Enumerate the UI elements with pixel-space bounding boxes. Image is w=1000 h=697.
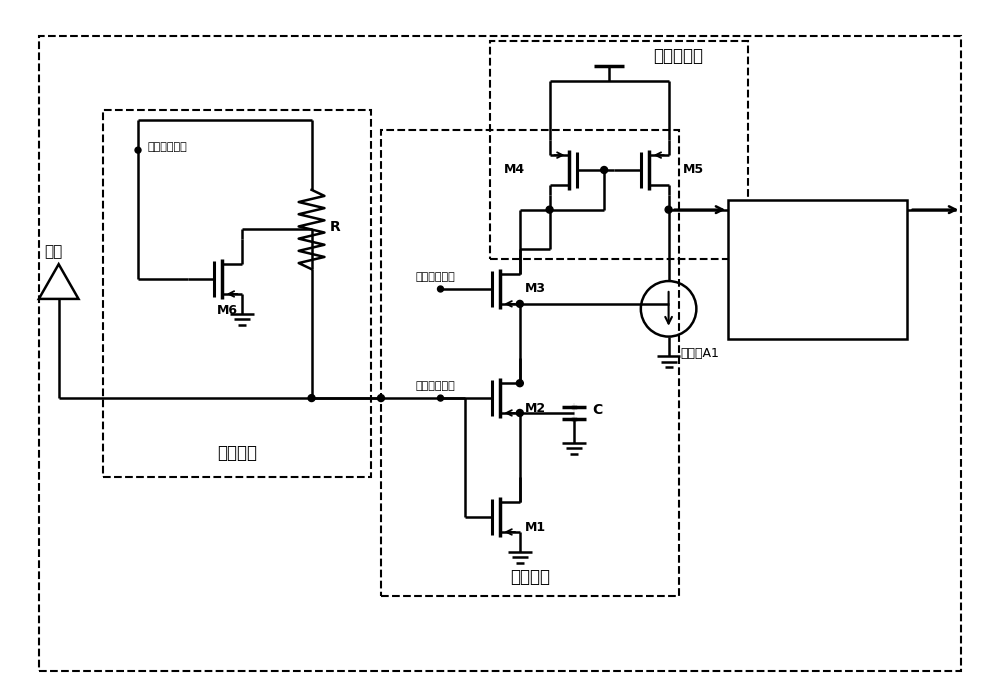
Circle shape: [438, 395, 443, 401]
Text: M2: M2: [525, 401, 546, 415]
Text: R: R: [329, 220, 340, 233]
Text: M5: M5: [683, 164, 704, 176]
Text: 检测电路: 检测电路: [510, 567, 550, 585]
Circle shape: [516, 380, 523, 387]
Circle shape: [135, 147, 141, 153]
Circle shape: [665, 206, 672, 213]
Text: 电流源A1: 电流源A1: [680, 347, 719, 360]
Text: M6: M6: [217, 305, 238, 317]
Text: C: C: [592, 403, 602, 417]
Text: M4: M4: [504, 164, 525, 176]
Circle shape: [308, 395, 315, 401]
Circle shape: [516, 410, 523, 416]
Bar: [728, 200, 907, 339]
Text: 偏置电路: 偏置电路: [217, 443, 257, 461]
Bar: [381, 130, 679, 597]
Text: 第三偏置电压: 第三偏置电压: [416, 272, 455, 282]
Text: M3: M3: [525, 282, 546, 296]
Circle shape: [438, 286, 443, 292]
Bar: [490, 41, 748, 259]
Circle shape: [378, 395, 384, 401]
Text: 第二偏置电压: 第二偏置电压: [416, 381, 455, 391]
Text: 天线: 天线: [45, 244, 63, 259]
Circle shape: [601, 167, 608, 174]
Text: 电流镜电路: 电流镜电路: [654, 47, 704, 65]
Text: 第一偏置电压: 第一偏置电压: [148, 142, 188, 152]
Text: M1: M1: [525, 521, 546, 533]
Circle shape: [546, 206, 553, 213]
Bar: [103, 111, 371, 477]
Text: 平方根
运算电路: 平方根 运算电路: [797, 250, 837, 289]
Circle shape: [516, 300, 523, 307]
